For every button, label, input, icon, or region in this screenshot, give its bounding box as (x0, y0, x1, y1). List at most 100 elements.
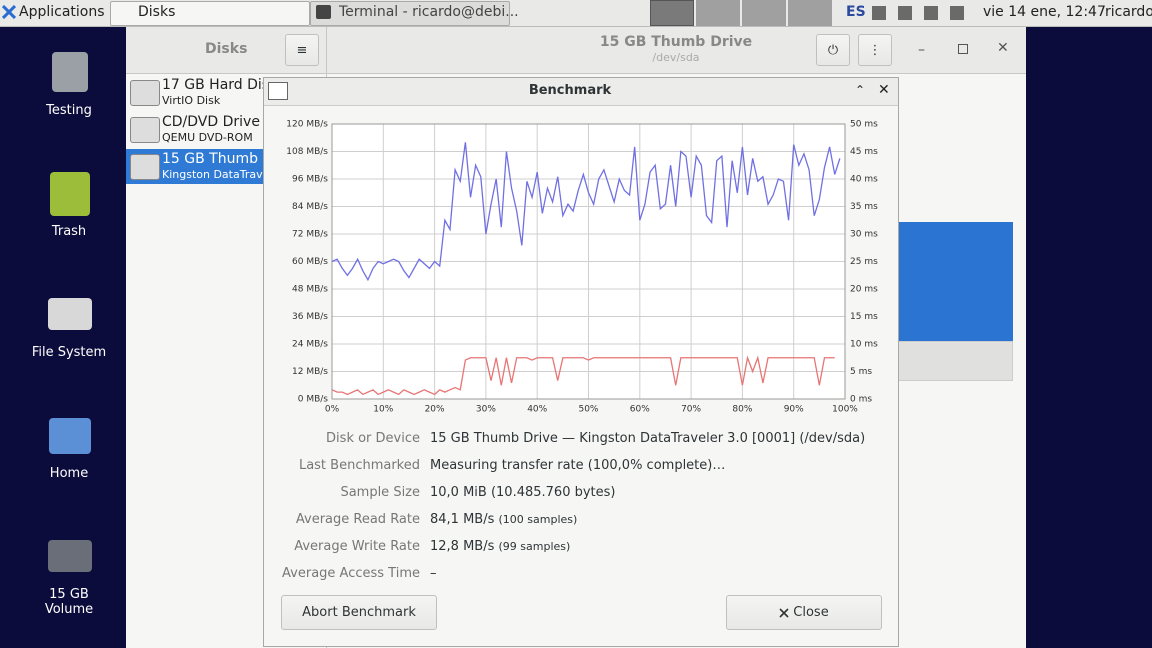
sidebar-title: Disks (205, 41, 248, 57)
desktop-label[interactable]: Testing (46, 103, 92, 118)
collapse-button[interactable]: ⌃ (855, 83, 866, 97)
sample-count: (99 samples) (498, 540, 571, 553)
rate: 12,8 MB/s (430, 539, 495, 554)
y2-tick-label: 0 ms (850, 395, 872, 405)
icon[interactable] (49, 418, 91, 454)
benchmark-chart: 0 MB/s 12 MB/s 24 MB/s 36 MB/s 48 MB/s 60 MB/… (286, 120, 878, 415)
x-tick-label: 100% (832, 405, 858, 415)
desktop-label[interactable]: Home (49, 466, 89, 481)
y-tick-label: 24 MB/s (292, 340, 328, 350)
row-value: – (430, 566, 437, 581)
x-tick-label: 60% (630, 405, 650, 415)
y2-tick-label: 25 ms (850, 257, 878, 267)
x-tick-label: 20% (425, 405, 445, 415)
x-tick-label: 0% (325, 405, 340, 415)
y-tick-label: 108 MB/s (286, 147, 328, 157)
task-button[interactable] (310, 1, 510, 26)
y-tick-label: 96 MB/s (292, 175, 328, 185)
row-value: 10,0 MiB (10.485.760 bytes) (430, 485, 616, 500)
device-name[interactable]: CD/DVD Drive (162, 114, 260, 130)
menu-button[interactable]: ≡ (285, 34, 319, 66)
row-value: 15 GB Thumb Drive — Kingston DataTravele… (430, 431, 866, 446)
row-value: 12,8 MB/s (99 samples) (430, 539, 570, 554)
device-detail[interactable]: QEMU DVD-ROM (162, 131, 253, 144)
x-tick-label: 80% (732, 405, 752, 415)
applications-menu[interactable]: Applications (19, 4, 105, 20)
desktop-label[interactable]: 15 GB Volume (44, 587, 94, 617)
button-label: Abort Benchmark (302, 605, 416, 620)
x-tick-label: 70% (681, 405, 701, 415)
workspace[interactable] (650, 0, 694, 26)
y2-tick-label: 5 ms (850, 367, 872, 377)
language-indicator[interactable]: ES (846, 4, 866, 20)
y2-tick-label: 15 ms (850, 312, 878, 322)
row-value: Measuring transfer rate (100,0% complete… (430, 458, 726, 473)
window-subtitle: /dev/sda (652, 51, 700, 64)
icon[interactable] (48, 540, 92, 572)
maximize-button[interactable] (958, 44, 968, 54)
app-menu-icon[interactable] (2, 5, 16, 19)
abort-button[interactable]: Abort Benchmark (281, 595, 437, 630)
y-tick-label: 120 MB/s (286, 120, 328, 130)
drive-icon (130, 80, 160, 106)
row-label: Sample Size (340, 485, 420, 500)
volume-bar[interactable] (890, 222, 1013, 341)
y-tick-label: 48 MB/s (292, 285, 328, 295)
close-button[interactable]: ✕ (997, 40, 1009, 56)
data-line (331, 355, 835, 396)
task-label: Disks (138, 4, 176, 20)
x-tick-label: 10% (373, 405, 393, 415)
y2-tick-label: 50 ms (850, 120, 878, 130)
y2-tick-label: 30 ms (850, 230, 878, 240)
workspace[interactable] (742, 0, 786, 26)
clock[interactable]: vie 14 ene, 12:47 (983, 4, 1106, 20)
desktop-label[interactable]: Trash (51, 224, 87, 239)
task-label: Terminal - ricardo@debi... (339, 4, 519, 20)
row-label: Last Benchmarked (298, 458, 420, 473)
button-label: Close (793, 605, 829, 620)
menu-button[interactable]: ⋮ (858, 34, 892, 66)
device-detail[interactable]: Kingston DataTrav (162, 168, 263, 181)
y-tick-label: 84 MB/s (292, 202, 328, 212)
tray-icons[interactable] (872, 6, 968, 20)
row-label: Disk or Device (326, 431, 420, 446)
close-dialog-button[interactable]: Close (726, 595, 882, 630)
data-line (331, 142, 841, 282)
y-tick-label: 36 MB/s (292, 312, 328, 322)
power-button[interactable]: ⏻ (816, 34, 850, 66)
row-value: 84,1 MB/s (100 samples) (430, 512, 577, 527)
device-name[interactable]: 17 GB Hard Dis (162, 77, 270, 93)
task-button[interactable] (110, 1, 310, 26)
y2-tick-label: 10 ms (850, 340, 878, 350)
close-icon (779, 607, 789, 618)
x-tick-label: 40% (527, 405, 547, 415)
row-label: Average Write Rate (294, 539, 420, 554)
y-tick-label: 0 MB/s (298, 395, 329, 405)
close-button[interactable]: ✕ (878, 82, 890, 98)
y2-tick-label: 20 ms (850, 285, 878, 295)
drive-icon (130, 154, 160, 180)
workspace[interactable] (696, 0, 740, 26)
y2-tick-label: 35 ms (850, 202, 878, 212)
minimize-button[interactable]: – (918, 42, 925, 58)
dialog-titlebar (264, 78, 898, 106)
y-tick-label: 72 MB/s (292, 230, 328, 240)
device-name[interactable]: 15 GB Thumb D (162, 151, 274, 167)
desktop-label[interactable]: File System (31, 345, 107, 360)
icon[interactable] (52, 52, 88, 92)
terminal-icon (316, 5, 331, 19)
y2-tick-label: 40 ms (850, 175, 878, 185)
icon[interactable] (50, 172, 90, 216)
x-tick-label: 30% (476, 405, 496, 415)
user-menu[interactable]: ricardo (1105, 4, 1152, 20)
sample-count: (100 samples) (498, 513, 578, 526)
device-detail[interactable]: VirtIO Disk (162, 94, 221, 107)
volume-free[interactable] (890, 341, 1013, 381)
icon[interactable] (48, 298, 92, 330)
y-tick-label: 12 MB/s (292, 367, 328, 377)
workspace[interactable] (788, 0, 832, 26)
x-tick-label: 50% (578, 405, 598, 415)
dialog-icon (268, 82, 288, 100)
row-label: Average Read Rate (295, 512, 420, 527)
